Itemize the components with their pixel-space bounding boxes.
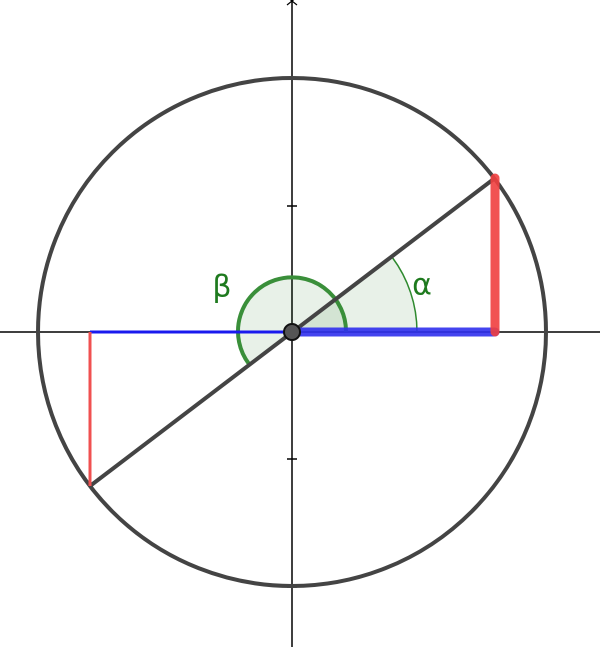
axis-end: [286, 0, 298, 6]
beta-arc: [236, 275, 349, 366]
unit-circle: [36, 76, 548, 588]
center-point: [283, 323, 301, 341]
beta-label: β: [212, 270, 231, 305]
alpha-sector: [292, 257, 417, 332]
alpha-arc: [391, 256, 418, 333]
alpha-label: α: [412, 268, 432, 303]
beta-sector: [238, 277, 347, 364]
